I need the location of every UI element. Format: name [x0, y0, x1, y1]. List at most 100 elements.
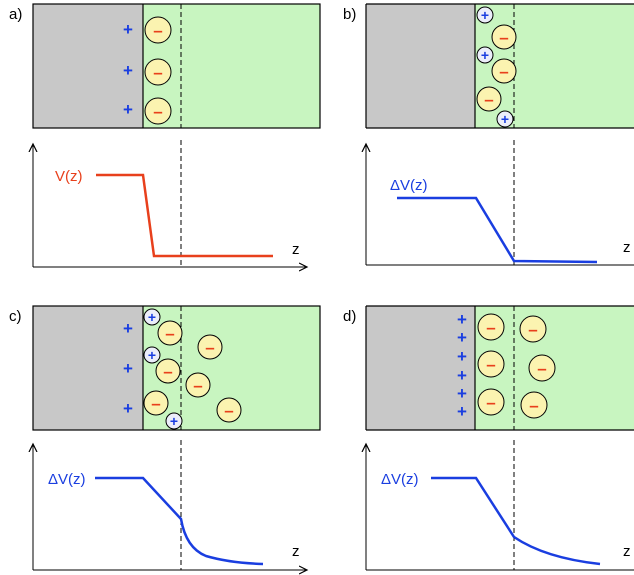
surface-plus-sign: +: [123, 100, 133, 119]
anion-sign: –: [484, 90, 493, 109]
cation-sign: +: [481, 7, 489, 23]
axis-label-z: z: [292, 543, 300, 560]
anion-sign: –: [537, 359, 546, 378]
surface-plus-sign: +: [457, 328, 467, 347]
anion: –: [491, 24, 517, 50]
surface-plus-sign: +: [123, 61, 133, 80]
surface-plus-sign: +: [123, 20, 133, 39]
anion-sign: –: [499, 62, 508, 81]
anion-sign: –: [529, 396, 538, 415]
cation-sign: +: [501, 111, 509, 127]
interface-box-a: [32, 3, 321, 129]
surface-charges-c: + + +: [123, 319, 133, 418]
curve-label: ΔV(z): [381, 471, 419, 488]
ions-a: – – –: [144, 16, 172, 125]
anion: –: [197, 334, 223, 360]
electrode-region: [33, 4, 143, 128]
anion-sign: –: [153, 63, 162, 82]
panel-b: b) + – + –: [343, 3, 634, 266]
anion-sign: –: [499, 28, 508, 47]
anion: –: [491, 58, 517, 84]
cation-sign: +: [148, 347, 156, 363]
surface-plus-sign: +: [123, 319, 133, 338]
surface-plus-sign: +: [123, 399, 133, 418]
ions-b: + – + – – +: [476, 6, 517, 128]
curve-label: ΔV(z): [390, 177, 428, 194]
potential-plot-b: ΔV(z) z: [366, 140, 634, 266]
anion: –: [519, 315, 547, 343]
cation: +: [476, 6, 494, 24]
anion-sign: –: [486, 318, 495, 337]
axis-label-z: z: [623, 543, 631, 560]
cation: +: [496, 110, 514, 128]
anion-sign: –: [153, 102, 162, 121]
panel-label-a: a): [9, 6, 22, 23]
anion-sign: –: [224, 401, 233, 420]
electrode-region: [366, 4, 475, 128]
anion-sign: –: [153, 21, 162, 40]
potential-curve: [397, 196, 598, 264]
curve-label: V(z): [55, 168, 83, 185]
anion-sign: –: [165, 324, 174, 343]
cation-sign: +: [148, 309, 156, 325]
cation-sign: +: [170, 413, 178, 429]
electrode-region: [366, 306, 475, 430]
cation: +: [143, 308, 161, 326]
potential-plot-a: V(z) z: [33, 140, 307, 267]
anion: –: [476, 86, 502, 112]
anion: –: [143, 390, 169, 416]
electrode-region: [33, 306, 143, 430]
surface-charges-d: + + + + + +: [457, 310, 467, 421]
anion: –: [157, 320, 183, 346]
panel-label-c: c): [9, 308, 22, 325]
electrolyte-region: [143, 4, 320, 128]
surface-plus-sign: +: [457, 402, 467, 421]
anion-sign: –: [486, 355, 495, 374]
ions-c: + – + – – – –: [143, 308, 242, 430]
curve-label: ΔV(z): [48, 471, 86, 488]
anion-sign: –: [163, 362, 172, 381]
anion-sign: –: [486, 393, 495, 412]
potential-curve: [96, 173, 273, 258]
surface-plus-sign: +: [457, 384, 467, 403]
surface-plus-sign: +: [457, 366, 467, 385]
anion: –: [520, 391, 548, 419]
box-outline: [32, 305, 321, 431]
anion-sign: –: [151, 394, 160, 413]
anion: –: [216, 397, 242, 423]
surface-plus-sign: +: [457, 310, 467, 329]
anion-sign: –: [528, 320, 537, 339]
panel-a: a) + + + – – –: [9, 3, 321, 267]
anion: –: [144, 97, 172, 125]
surface-plus-sign: +: [457, 347, 467, 366]
axis-label-z: z: [292, 241, 300, 258]
anion: –: [477, 350, 505, 378]
anion: –: [185, 372, 211, 398]
cation: +: [143, 346, 161, 364]
anion: –: [144, 58, 172, 86]
anion: –: [144, 16, 172, 44]
cation-sign: +: [481, 47, 489, 63]
panel-label-d: d): [343, 308, 356, 325]
potential-plot-d: ΔV(z) z: [366, 440, 634, 571]
anion-sign: –: [205, 338, 214, 357]
potential-plot-c: ΔV(z) z: [33, 440, 307, 570]
surface-plus-sign: +: [123, 359, 133, 378]
cation: +: [476, 46, 494, 64]
anion-sign: –: [193, 376, 202, 395]
ions-d: – – – – – –: [477, 313, 556, 419]
panel-d: d) + + + + + + – –: [343, 305, 634, 571]
interface-box-b: [365, 3, 634, 129]
surface-charges-a: + + +: [123, 20, 133, 119]
anion: –: [477, 313, 505, 341]
anion: –: [155, 358, 181, 384]
potential-curve: [431, 476, 601, 566]
potential-curve: [95, 476, 264, 566]
cation: +: [165, 412, 183, 430]
anion: –: [477, 388, 505, 416]
box-outline: [32, 3, 321, 129]
panel-c: c) + + + + – +: [9, 305, 321, 570]
axis-label-z: z: [623, 239, 631, 256]
panel-label-b: b): [343, 6, 356, 23]
